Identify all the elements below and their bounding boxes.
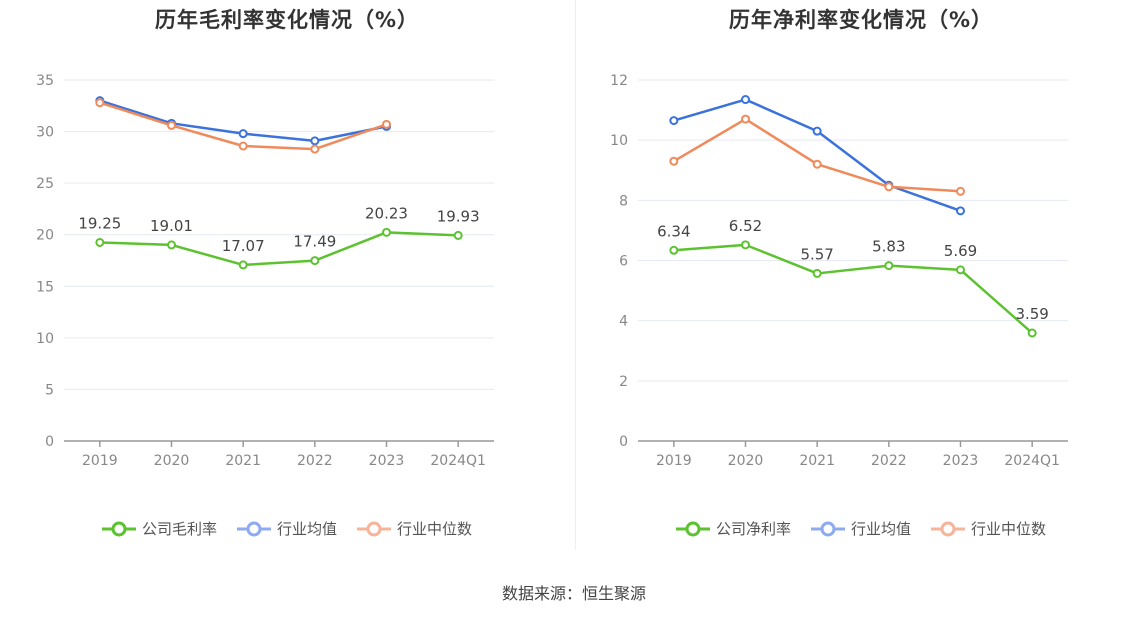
x-tick-label: 2020 [728,453,764,469]
data-point [669,116,679,126]
data-label: 19.25 [78,214,121,232]
net-margin-plot: 0 2 4 6 8 10 12 2019 2020 2021 2022 2023 2024Q1 6.34 6… [610,73,1068,469]
panel-divider [575,0,576,550]
data-point [669,156,679,166]
gross-margin-chart: 历年毛利率变化情况（%） 0 5 10 15 20 25 30 35 2019 2020 2021 2… [0,0,574,560]
legend-label: 行业均值 [850,520,911,538]
data-point [382,227,391,237]
x-tick-label: 2023 [943,453,979,469]
x-tick-label: 2022 [871,453,907,469]
data-point [812,159,822,169]
series-line [673,243,1033,334]
y-tick-label: 2 [619,374,628,390]
legend-label: 行业中位数 [971,520,1047,538]
x-tick-label: 2021 [225,453,261,469]
y-tick-label: 10 [36,331,54,347]
legend-label: 行业中位数 [397,520,473,538]
y-tick-label: 20 [36,228,54,244]
data-point [382,119,391,129]
legend-label: 行业均值 [276,520,337,538]
data-point [741,95,750,105]
y-tick-label: 0 [45,434,54,450]
y-tick-label: 30 [36,125,54,141]
data-label: 17.07 [222,237,265,255]
data-point [741,114,750,124]
legend-item-industry-avg[interactable]: 行业均值 [236,518,337,539]
data-label: 5.57 [800,245,833,263]
data-point [310,256,320,266]
data-label: 5.83 [872,238,905,256]
x-tick-label: 2019 [82,453,118,469]
data-point [453,230,463,240]
data-point [956,265,965,275]
data-point [310,144,320,154]
data-point [95,98,105,108]
legend-line-marker-icon [931,521,965,536]
legend-line-marker-icon [236,521,271,536]
data-point [669,245,679,255]
data-source-footer: 数据来源：恒生聚源 [501,584,646,603]
y-tick-label: 12 [610,73,628,89]
legend-line-marker-icon [101,521,136,536]
x-tick-label: 2021 [799,453,835,469]
legend-line-marker-icon [357,521,391,536]
x-tick-label: 2022 [297,453,333,469]
y-tick-label: 25 [36,176,54,192]
legend-line-marker-icon [675,521,710,536]
y-tick-label: 4 [619,314,628,330]
legend-item-industry-median[interactable]: 行业中位数 [931,518,1046,539]
legend-item-industry-median[interactable]: 行业中位数 [357,518,472,539]
chart-title: 历年毛利率变化情况（%） [154,8,420,32]
data-label: 5.69 [944,242,977,260]
data-point [884,182,894,192]
net-margin-chart: 历年净利率变化情况（%） 0 2 4 6 8 10 12 2019 2020 2021 2022 20… [574,0,1148,560]
y-tick-label: 5 [45,382,54,398]
data-point [884,261,894,271]
data-point [167,240,176,250]
legend-label: 公司净利率 [715,520,791,538]
data-point [812,126,822,136]
data-point [95,237,105,247]
data-point [167,120,176,130]
legend: 公司净利率 行业均值 行业中位数 [574,518,1148,539]
data-point [741,240,750,250]
y-tick-label: 10 [610,133,628,149]
x-tick-label: 2023 [369,453,405,469]
x-tick-label: 2024Q1 [430,453,486,469]
data-label: 17.49 [293,233,336,251]
legend-item-company[interactable]: 公司毛利率 [101,518,217,539]
legend-label: 公司毛利率 [141,520,217,538]
data-point [812,268,822,278]
y-tick-label: 0 [619,434,628,450]
gross-margin-plot: 0 5 10 15 20 25 30 35 2019 2020 2021 2022 2023 2024Q1… [36,73,494,469]
x-tick-label: 2020 [154,453,190,469]
data-label: 6.52 [729,217,762,235]
data-point [310,136,320,146]
y-tick-label: 15 [36,279,54,295]
data-label: 19.01 [150,217,193,235]
data-label: 19.93 [437,207,480,225]
data-label: 20.23 [365,204,408,222]
legend-line-marker-icon [810,521,845,536]
data-point [238,129,248,139]
x-tick-label: 2024Q1 [1004,453,1060,469]
data-point [956,186,965,196]
y-tick-label: 6 [619,254,628,270]
data-point [956,206,965,216]
data-label: 3.59 [1015,305,1048,323]
x-tick-label: 2019 [656,453,692,469]
legend-item-company[interactable]: 公司净利率 [675,518,791,539]
data-point [238,141,248,151]
series-line [99,231,459,267]
y-tick-label: 35 [36,73,54,89]
y-tick-label: 8 [619,193,628,209]
chart-title: 历年净利率变化情况（%） [728,8,994,32]
data-label: 6.34 [657,222,690,240]
series-line [673,98,961,213]
data-point [238,260,248,270]
data-point [1027,328,1037,338]
legend-item-industry-avg[interactable]: 行业均值 [810,518,911,539]
legend: 公司毛利率 行业均值 行业中位数 [0,518,574,539]
